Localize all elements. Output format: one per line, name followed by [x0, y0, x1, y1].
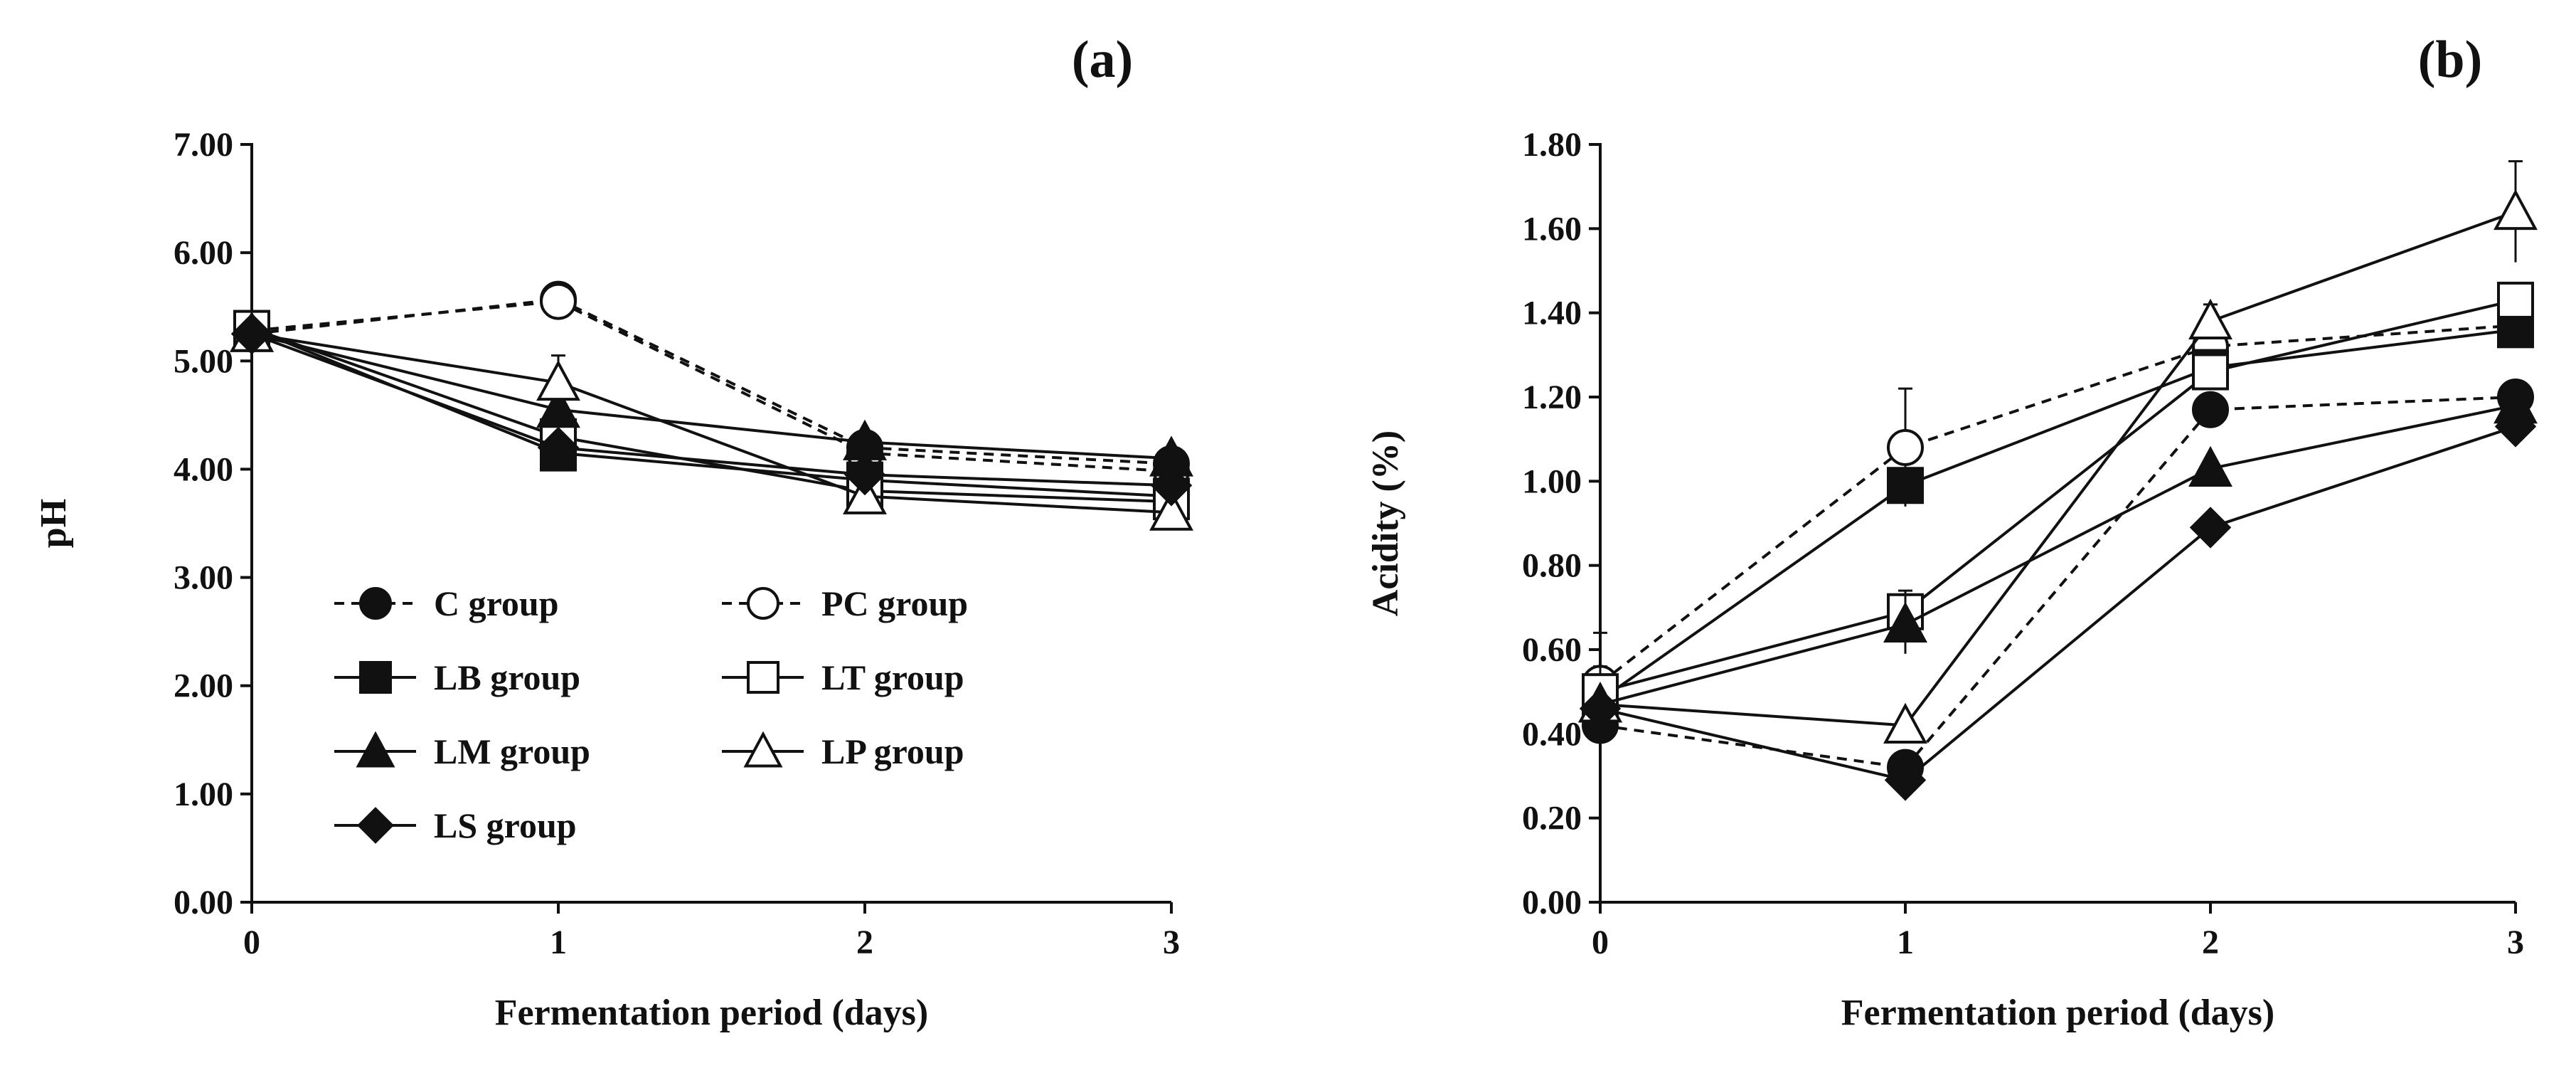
data-point	[2493, 189, 2538, 231]
series-c-group	[1582, 379, 2534, 786]
series-line	[251, 300, 1172, 473]
series-lm-group	[1578, 383, 2538, 723]
y-axis-title: Acidity (%)	[1366, 430, 1406, 616]
panel-b-chart: (b) 0.00 0.20 0.40 0.60 0.80 1.00 1.20 1.40 1.60 1…	[1366, 31, 2538, 1033]
y-tick-label: 0.40	[1522, 715, 1582, 753]
data-point	[1884, 759, 1927, 801]
series-line	[251, 332, 1172, 487]
legend-marker	[359, 587, 392, 620]
legend-label: LM group	[434, 731, 590, 771]
y-tick-label: 7.00	[174, 126, 233, 164]
series-lt-group	[1582, 281, 2534, 717]
legend-label: LB group	[434, 657, 580, 697]
data-point	[2192, 391, 2229, 428]
legend: C group PC group LB group LT group LM group L…	[334, 583, 968, 845]
data-point	[536, 359, 580, 401]
data-point	[2189, 507, 2232, 549]
legend-marker	[747, 661, 779, 694]
y-tick-label: 4.00	[174, 450, 233, 488]
data-point	[1579, 687, 1622, 730]
y-tick-label: 1.00	[174, 776, 233, 813]
legend-label: PC group	[821, 583, 968, 623]
legend-label: C group	[434, 583, 559, 623]
series-line	[251, 332, 1172, 514]
panel-a-chart: (a) 0.00 1.00 2.00 3.00 4.00 5.00 6.00 7.00 0 1 2 3 F…	[33, 31, 1193, 1033]
x-tick-label: 2	[856, 924, 873, 961]
data-point	[1887, 467, 1924, 504]
y-tick-label: 0.80	[1522, 547, 1582, 585]
data-point	[1883, 601, 1927, 643]
data-point	[2497, 281, 2534, 319]
data-point	[1150, 465, 1193, 507]
y-tick-label: 0.60	[1522, 631, 1582, 669]
legend-label: LS group	[434, 805, 577, 845]
y-tick-label: 5.00	[174, 342, 233, 380]
legend-label: LT group	[821, 657, 964, 697]
x-tick-label: 0	[1592, 924, 1609, 961]
data-point	[1887, 429, 1924, 466]
series-line	[1600, 396, 2516, 769]
series-ls-group	[1579, 406, 2537, 801]
panel-label: (b)	[2418, 31, 2482, 89]
data-point	[843, 453, 886, 496]
legend-marker	[747, 587, 779, 620]
data-point	[537, 426, 580, 469]
series-line	[1600, 298, 2516, 694]
y-tick-label: 1.60	[1522, 210, 1582, 248]
x-tick-label: 2	[2202, 924, 2219, 961]
y-tick-label: 6.00	[174, 234, 233, 272]
series-line	[1600, 403, 2516, 706]
data-point	[1883, 702, 1927, 744]
x-tick-label: 3	[2507, 924, 2524, 961]
series-lt-group	[233, 310, 1190, 521]
data-point	[1149, 490, 1193, 531]
y-tick-label: 3.00	[174, 559, 233, 597]
x-tick-label: 0	[243, 924, 260, 961]
series-line	[1600, 210, 2516, 727]
data-point	[2192, 353, 2229, 391]
panel-label: (a)	[1072, 31, 1133, 89]
y-tick-label: 2.00	[174, 667, 233, 705]
series-line	[1599, 328, 2516, 702]
legend-marker	[356, 731, 395, 768]
series-lm-group	[230, 311, 1193, 477]
series-pc-group	[233, 282, 1190, 490]
series-ls-group	[230, 313, 1193, 507]
x-axis-title: Fermentation period (days)	[1841, 993, 2274, 1033]
x-axis-title: Fermentation period (days)	[495, 993, 928, 1033]
series-line	[251, 327, 1172, 498]
y-tick-label: 0.00	[174, 884, 233, 921]
series-line	[251, 332, 1172, 460]
series-lb-group	[233, 310, 1190, 515]
legend-marker	[743, 731, 783, 768]
data-point	[2494, 406, 2537, 448]
y-tick-label: 1.40	[1522, 295, 1582, 332]
x-tick-label: 3	[1163, 924, 1180, 961]
x-tick-label: 1	[550, 924, 567, 961]
legend-label: LP group	[821, 731, 964, 771]
y-tick-label: 1.20	[1522, 379, 1582, 416]
series-line	[251, 327, 1172, 504]
legend-marker	[357, 807, 394, 844]
y-tick-label: 0.00	[1522, 884, 1582, 921]
y-tick-label: 1.00	[1522, 462, 1582, 500]
series-lb-group	[1582, 311, 2534, 719]
data-point	[2188, 298, 2232, 339]
data-point	[2188, 445, 2232, 487]
y-tick-label: 0.20	[1522, 800, 1582, 837]
data-point	[230, 313, 273, 355]
y-tick-label: 1.80	[1522, 126, 1582, 164]
y-axis-title: pH	[33, 499, 74, 548]
data-point	[540, 282, 577, 320]
series-line	[1599, 324, 2516, 684]
series-line	[1600, 425, 2516, 782]
x-tick-label: 1	[1897, 924, 1914, 961]
legend-marker	[359, 661, 392, 694]
